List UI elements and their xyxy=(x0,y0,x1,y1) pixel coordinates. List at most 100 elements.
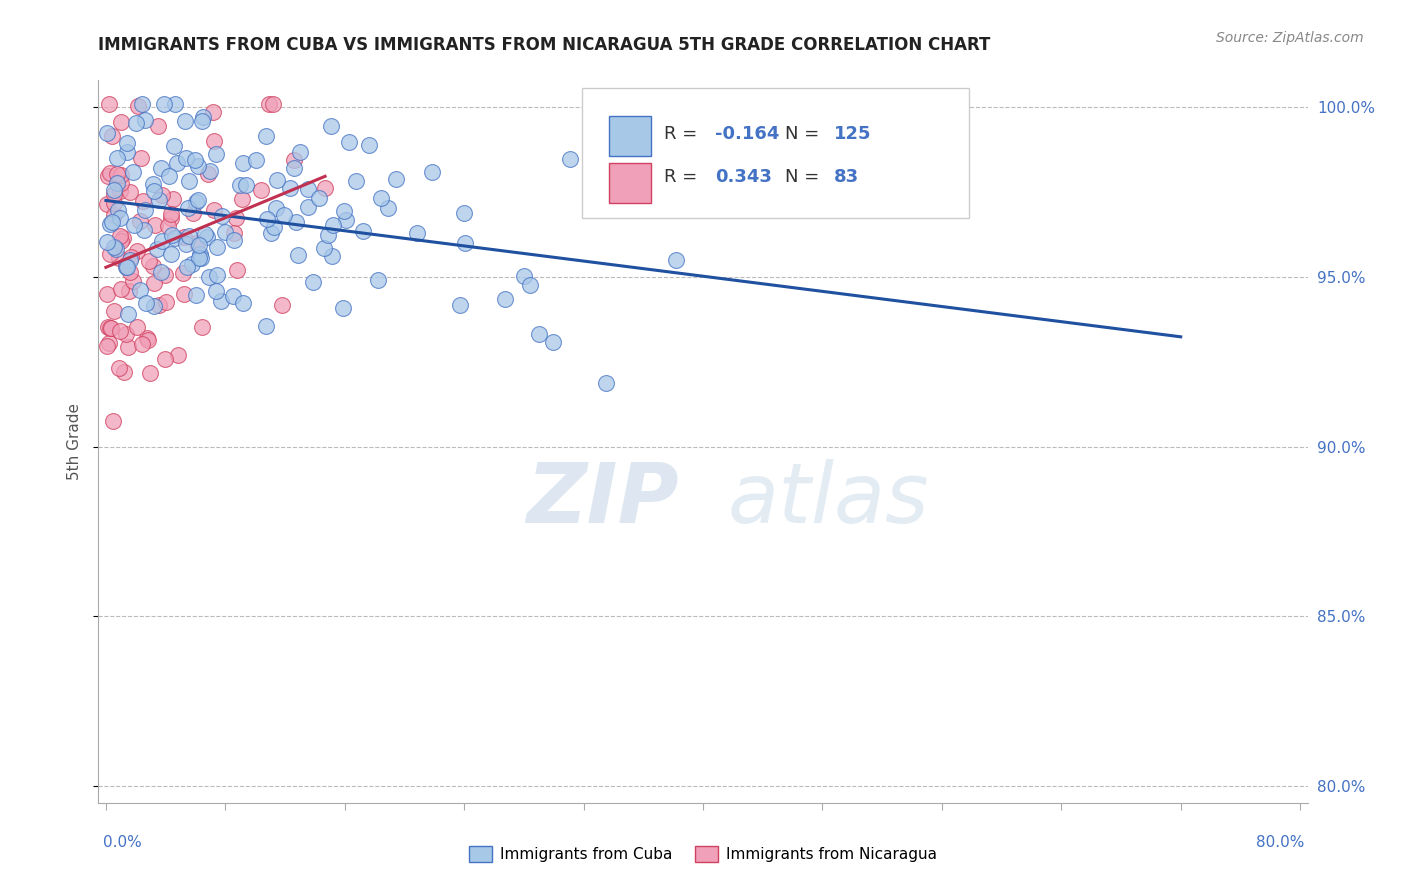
Point xyxy=(148,193,170,207)
Point xyxy=(148,298,170,312)
Point xyxy=(162,193,184,207)
Point xyxy=(232,296,254,310)
Point xyxy=(202,105,225,120)
Text: N =: N = xyxy=(785,169,825,186)
Point xyxy=(195,229,218,244)
Text: atlas: atlas xyxy=(727,458,929,540)
Point xyxy=(181,257,204,271)
Point xyxy=(96,235,118,249)
Point xyxy=(155,352,177,367)
Point xyxy=(177,174,200,188)
Point xyxy=(150,234,173,248)
Point xyxy=(120,251,142,265)
Point xyxy=(202,134,225,148)
Point xyxy=(318,228,340,243)
Point xyxy=(98,166,121,180)
Point xyxy=(153,97,176,112)
Point xyxy=(100,321,122,335)
Point xyxy=(146,119,169,133)
Point xyxy=(160,211,183,225)
Point xyxy=(160,207,183,221)
Point xyxy=(97,169,120,184)
Point xyxy=(262,97,284,112)
Point xyxy=(187,193,209,207)
Point xyxy=(120,185,142,199)
FancyBboxPatch shape xyxy=(609,163,651,203)
Point xyxy=(198,164,221,178)
Point xyxy=(186,236,208,251)
Point xyxy=(96,287,118,301)
Point xyxy=(143,299,166,313)
Point xyxy=(98,218,121,232)
Text: 125: 125 xyxy=(834,125,872,143)
Point xyxy=(134,113,156,128)
Point xyxy=(129,214,152,228)
Point xyxy=(136,330,159,344)
Point xyxy=(179,228,201,243)
Point xyxy=(420,164,443,178)
Text: IMMIGRANTS FROM CUBA VS IMMIGRANTS FROM NICARAGUA 5TH GRADE CORRELATION CHART: IMMIGRANTS FROM CUBA VS IMMIGRANTS FROM … xyxy=(98,36,991,54)
Point xyxy=(157,169,180,183)
Point xyxy=(280,180,302,194)
Point xyxy=(134,203,156,218)
Point xyxy=(98,336,121,351)
Point xyxy=(166,348,188,362)
Text: N =: N = xyxy=(785,125,825,143)
Text: Source: ZipAtlas.com: Source: ZipAtlas.com xyxy=(1216,31,1364,45)
Point xyxy=(110,168,132,182)
Point xyxy=(222,288,245,302)
Point xyxy=(231,192,253,206)
Point xyxy=(367,273,389,287)
Point xyxy=(297,182,319,196)
Point xyxy=(332,301,354,315)
Point xyxy=(560,152,582,166)
Point xyxy=(357,137,380,152)
Point xyxy=(235,178,257,193)
Point xyxy=(110,211,132,225)
Point xyxy=(256,212,278,227)
Point xyxy=(176,260,198,274)
Point xyxy=(406,226,429,240)
Point xyxy=(174,237,197,252)
Point xyxy=(97,319,120,334)
Point xyxy=(117,307,139,321)
Point xyxy=(105,151,128,165)
Point xyxy=(187,238,209,252)
Point xyxy=(163,139,186,153)
Point xyxy=(105,243,128,257)
Point xyxy=(183,206,205,220)
Point xyxy=(173,287,195,301)
Point xyxy=(132,194,155,208)
Point xyxy=(283,153,305,167)
Point xyxy=(225,263,247,277)
Point xyxy=(103,183,125,197)
Point xyxy=(254,128,277,143)
Point xyxy=(222,233,245,247)
Point xyxy=(115,260,138,275)
Point xyxy=(115,327,138,342)
Legend: Immigrants from Cuba, Immigrants from Nicaragua: Immigrants from Cuba, Immigrants from Ni… xyxy=(463,839,943,868)
Point xyxy=(172,266,194,280)
Point xyxy=(138,254,160,268)
Point xyxy=(122,218,145,232)
FancyBboxPatch shape xyxy=(582,87,969,218)
Point xyxy=(449,298,471,312)
Point xyxy=(377,201,399,215)
Y-axis label: 5th Grade: 5th Grade xyxy=(66,403,82,480)
Point xyxy=(98,321,121,335)
Point xyxy=(118,265,141,279)
Point xyxy=(103,187,125,202)
Point xyxy=(115,136,138,150)
Point xyxy=(103,195,125,210)
Point xyxy=(127,320,149,334)
Point xyxy=(155,268,177,283)
Point xyxy=(453,235,475,250)
Point xyxy=(453,206,475,220)
Point xyxy=(204,202,226,217)
Point xyxy=(177,201,200,215)
Point xyxy=(174,114,197,128)
Point xyxy=(191,110,214,124)
Point xyxy=(385,171,408,186)
Point xyxy=(284,215,307,229)
Point xyxy=(344,174,367,188)
